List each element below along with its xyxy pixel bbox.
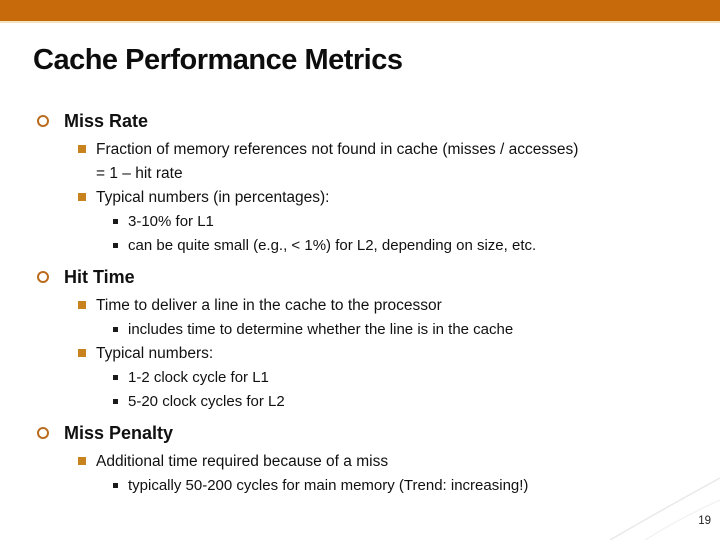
bullet-item: typically 50-200 cycles for main memory … <box>36 474 680 497</box>
item-text: 1-2 clock cycle for L1 <box>128 369 269 386</box>
bullet-item: Typical numbers (in percentages): <box>36 186 680 209</box>
page-number: 19 <box>698 515 711 527</box>
page-title: Cache Performance Metrics <box>33 44 403 76</box>
bullet-heading-hit-time: Hit Time <box>36 266 680 288</box>
bullet-heading-miss-rate: Miss Rate <box>36 110 680 132</box>
item-text: Typical numbers (in percentages): <box>96 189 330 206</box>
slide-top-bar <box>0 0 720 23</box>
small-square-bullet-icon <box>113 219 118 224</box>
item-text: Typical numbers: <box>96 345 214 362</box>
item-text: typically 50-200 cycles for main memory … <box>128 477 529 494</box>
item-text: Time to deliver a line in the cache to t… <box>96 297 442 314</box>
slide-body: Miss Rate Fraction of memory references … <box>36 106 680 498</box>
small-square-bullet-icon <box>113 327 118 332</box>
small-square-bullet-icon <box>113 483 118 488</box>
circle-bullet-icon <box>37 115 49 127</box>
square-bullet-icon <box>78 145 86 153</box>
heading-label: Hit Time <box>64 267 135 287</box>
bullet-item: Fraction of memory references not found … <box>36 138 680 161</box>
bullet-item: Typical numbers: <box>36 342 680 365</box>
small-square-bullet-icon <box>113 243 118 248</box>
bullet-item: Additional time required because of a mi… <box>36 450 680 473</box>
bullet-item: Time to deliver a line in the cache to t… <box>36 294 680 317</box>
bullet-item: 5-20 clock cycles for L2 <box>36 390 680 413</box>
square-bullet-icon <box>78 301 86 309</box>
square-bullet-icon <box>78 457 86 465</box>
item-text: can be quite small (e.g., < 1%) for L2, … <box>128 237 537 254</box>
bullet-item-continuation: = 1 – hit rate <box>36 162 680 185</box>
circle-bullet-icon <box>37 271 49 283</box>
item-text: = 1 – hit rate <box>96 165 183 182</box>
square-bullet-icon <box>78 193 86 201</box>
item-text: Fraction of memory references not found … <box>96 141 579 158</box>
circle-bullet-icon <box>37 427 49 439</box>
heading-label: Miss Rate <box>64 111 149 131</box>
bullet-item: includes time to determine whether the l… <box>36 318 680 341</box>
item-text: includes time to determine whether the l… <box>128 321 514 338</box>
bullet-heading-miss-penalty: Miss Penalty <box>36 422 680 444</box>
bullet-item: 1-2 clock cycle for L1 <box>36 366 680 389</box>
bullet-item: can be quite small (e.g., < 1%) for L2, … <box>36 234 680 257</box>
item-text: Additional time required because of a mi… <box>96 453 389 470</box>
item-text: 5-20 clock cycles for L2 <box>128 393 285 410</box>
bullet-item: 3-10% for L1 <box>36 210 680 233</box>
heading-label: Miss Penalty <box>64 423 174 443</box>
small-square-bullet-icon <box>113 375 118 380</box>
small-square-bullet-icon <box>113 399 118 404</box>
square-bullet-icon <box>78 349 86 357</box>
item-text: 3-10% for L1 <box>128 213 214 230</box>
